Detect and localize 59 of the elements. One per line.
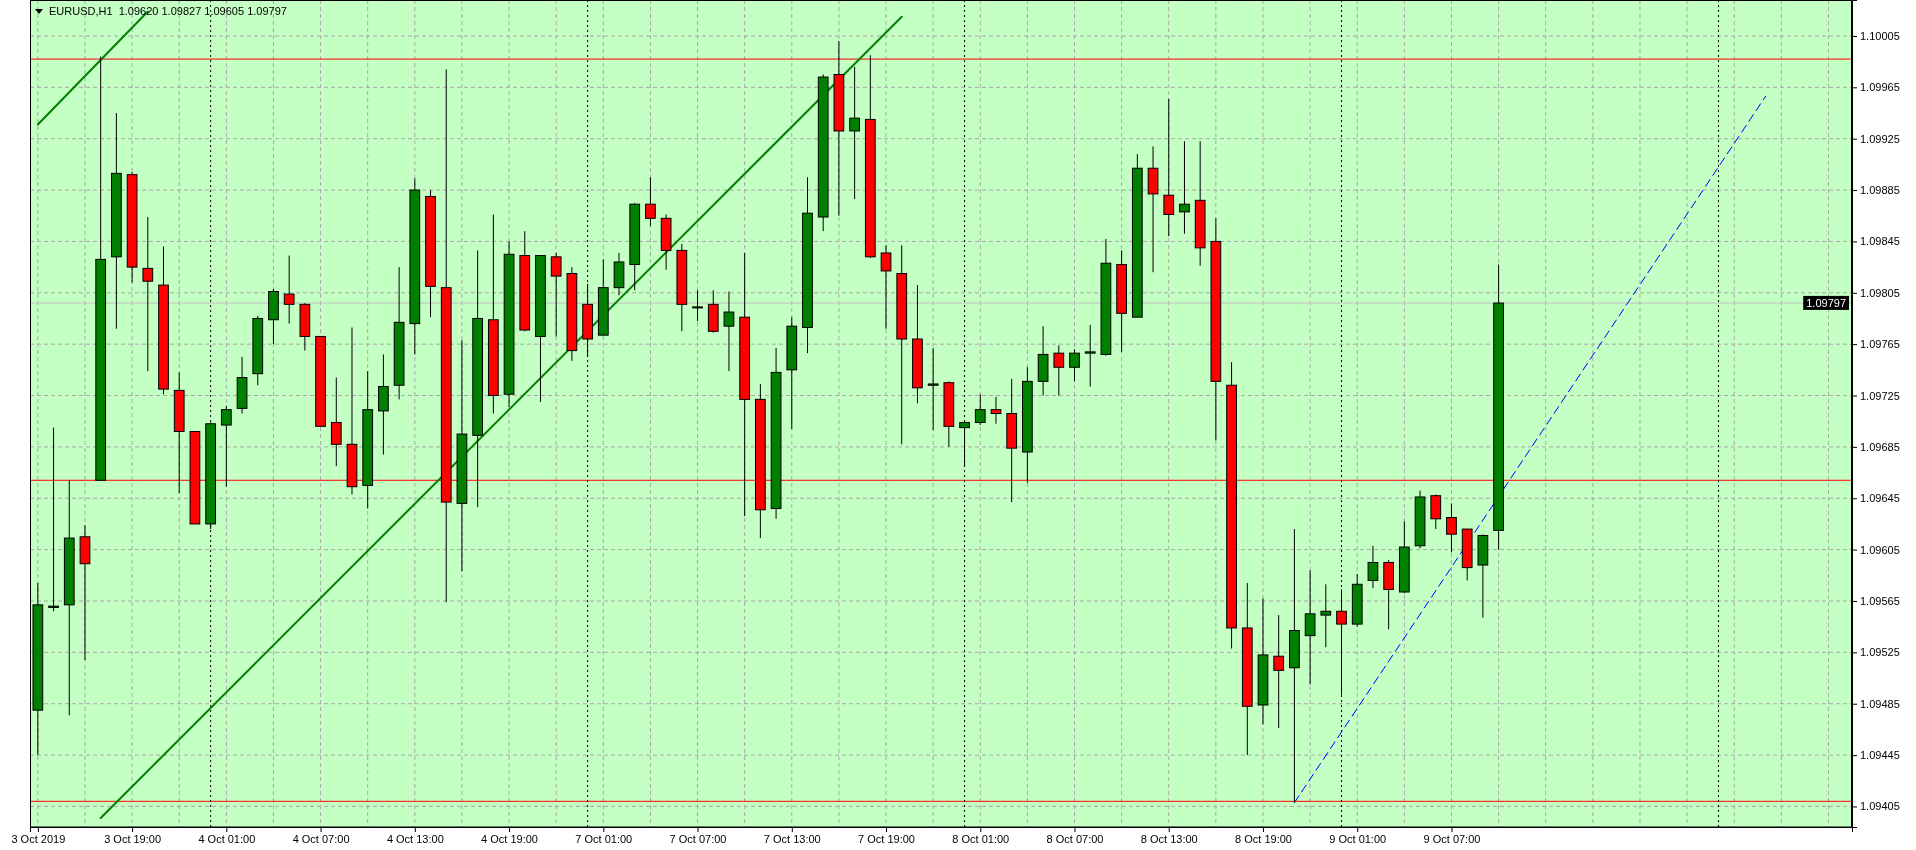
candlestick xyxy=(220,405,232,488)
candlestick xyxy=(283,255,295,325)
candlestick xyxy=(1069,348,1080,382)
candlestick xyxy=(1430,493,1442,530)
x-tick-label: 3 Oct 2019 xyxy=(11,832,66,845)
candlestick xyxy=(1320,583,1332,648)
candlestick xyxy=(974,393,986,426)
candlestick xyxy=(1053,344,1065,397)
x-tick-label: 7 Oct 01:00 xyxy=(575,832,633,845)
y-tick-label: 1.09605 xyxy=(1860,543,1900,556)
x-tick-label: 8 Oct 19:00 xyxy=(1235,832,1292,845)
y-tick-label: 1.09525 xyxy=(1860,646,1900,659)
candlestick xyxy=(1163,98,1175,237)
y-tick-label: 1.09445 xyxy=(1860,749,1900,762)
x-tick-label: 9 Oct 07:00 xyxy=(1423,832,1481,845)
x-tick-label: 7 Oct 07:00 xyxy=(669,832,727,845)
y-tick-label: 1.09925 xyxy=(1860,132,1900,145)
candlestick xyxy=(849,66,860,200)
y-tick-label: 1.09805 xyxy=(1860,286,1900,299)
ref-line-label: 1.09797 xyxy=(1806,296,1846,309)
y-tick-label: 1.09645 xyxy=(1860,492,1900,505)
y-tick-label: 1.09405 xyxy=(1860,800,1900,813)
y-tick-label: 1.10005 xyxy=(1860,29,1900,42)
y-tick-label: 1.09845 xyxy=(1860,235,1900,248)
x-tick-label: 7 Oct 19:00 xyxy=(858,832,915,845)
candlestick xyxy=(723,291,735,372)
x-tick-label: 8 Oct 07:00 xyxy=(1046,832,1104,845)
y-tick-label: 1.09685 xyxy=(1860,440,1900,453)
x-tick-label: 4 Oct 07:00 xyxy=(292,832,350,845)
x-tick-label: 7 Oct 13:00 xyxy=(763,832,821,845)
y-tick-label: 1.09565 xyxy=(1860,595,1900,608)
candlestick xyxy=(927,347,939,431)
y-tick-label: 1.09725 xyxy=(1860,389,1900,402)
x-tick-label: 4 Oct 13:00 xyxy=(386,832,444,845)
candlestick xyxy=(1084,324,1096,388)
y-tick-label: 1.09885 xyxy=(1860,184,1900,197)
x-tick-label: 8 Oct 13:00 xyxy=(1140,832,1198,845)
candlestick xyxy=(1273,614,1285,729)
x-tick-label: 9 Oct 01:00 xyxy=(1329,832,1387,845)
candlestick xyxy=(330,377,342,467)
candlestick xyxy=(990,396,1002,425)
x-tick-label: 3 Oct 19:00 xyxy=(104,832,162,845)
y-tick-label: 1.09765 xyxy=(1860,338,1900,351)
candlestick xyxy=(692,289,703,322)
candlestick xyxy=(1446,502,1457,553)
candlestick xyxy=(142,216,154,372)
candlestick xyxy=(48,427,59,612)
y-tick-label: 1.09965 xyxy=(1860,81,1900,94)
x-tick-label: 4 Oct 19:00 xyxy=(481,832,538,845)
candlestick xyxy=(550,252,562,337)
x-tick-label: 8 Oct 01:00 xyxy=(952,832,1010,845)
candlestick xyxy=(1179,140,1190,235)
candlestick xyxy=(1304,569,1316,685)
candlestick xyxy=(880,244,892,330)
chart-title: EURUSD,H1 1.09620 1.09827 1.09605 1.09797 xyxy=(49,5,287,17)
y-tick-label: 1.09485 xyxy=(1860,697,1900,710)
candlestick xyxy=(645,176,656,227)
x-tick-label: 4 Oct 01:00 xyxy=(198,832,256,845)
candlestick xyxy=(1367,545,1379,589)
